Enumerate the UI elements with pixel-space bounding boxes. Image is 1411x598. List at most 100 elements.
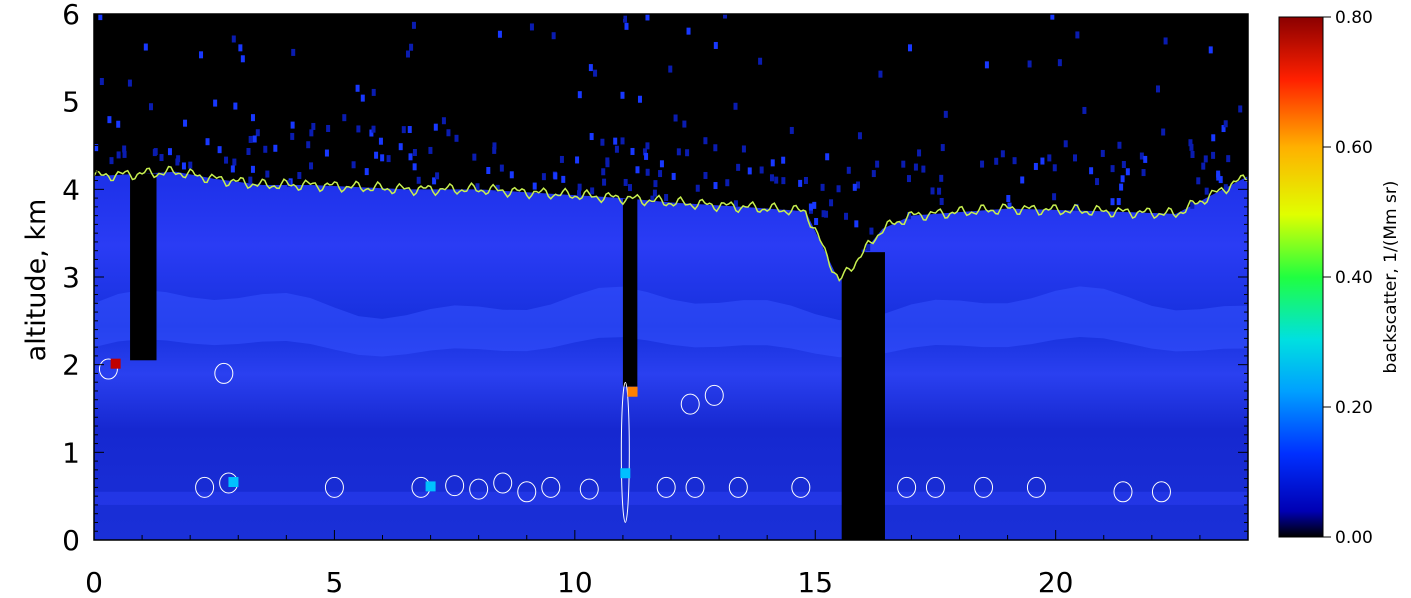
noise-pixel: [984, 61, 989, 69]
colorbar-tick-label: 0.60: [1335, 138, 1373, 158]
noise-pixel: [263, 145, 268, 153]
noise-pixel: [1161, 128, 1166, 136]
noise-pixel: [856, 181, 861, 189]
noise-pixel: [820, 183, 825, 191]
noise-pixel: [1020, 176, 1025, 184]
noise-pixel: [1163, 37, 1168, 45]
noise-pixel: [454, 134, 459, 142]
noise-pixel: [624, 22, 629, 30]
noise-pixel: [1110, 165, 1115, 173]
noise-pixel: [741, 145, 746, 153]
noise-pixel: [668, 65, 673, 73]
noise-pixel: [1139, 152, 1144, 160]
noise-pixel: [770, 159, 775, 167]
colorbar-tick-label: 0.20: [1335, 398, 1373, 418]
noise-pixel: [213, 99, 218, 107]
contour-blob: [728, 476, 748, 498]
noise-pixel: [1052, 164, 1057, 172]
noise-pixel: [673, 114, 678, 122]
noise-pixel: [492, 142, 497, 150]
noise-pixel: [309, 129, 314, 137]
contour-blob: [1113, 481, 1133, 503]
noise-pixel: [98, 14, 103, 21]
contour-blob: [1151, 481, 1171, 503]
noise-pixel: [1190, 150, 1195, 158]
noise-pixel: [553, 172, 558, 180]
noise-pixel: [685, 149, 690, 157]
noise-pixel: [1052, 193, 1057, 201]
noise-pixel: [602, 178, 607, 186]
noise-pixel: [116, 120, 121, 128]
noise-pixel: [441, 117, 446, 125]
y-tick-label: 0: [62, 524, 80, 557]
noise-pixel: [590, 187, 595, 195]
noise-pixel: [577, 91, 582, 99]
noise-pixel: [907, 212, 912, 220]
noise-pixel: [671, 172, 676, 180]
noise-pixel: [1095, 178, 1100, 186]
contour-blob: [517, 481, 537, 503]
noise-pixel: [1190, 201, 1195, 209]
noise-pixel: [273, 144, 278, 152]
noise-pixel: [781, 177, 786, 185]
noise-pixel: [812, 201, 817, 209]
noise-pixel: [695, 184, 700, 192]
noise-pixel: [1223, 120, 1228, 128]
surface-band: [94, 491, 1248, 505]
noise-pixel: [589, 133, 594, 141]
noise-pixel: [371, 88, 376, 96]
noise-pixel: [614, 145, 619, 153]
noise-pixel: [326, 124, 331, 132]
noise-pixel: [650, 195, 655, 203]
noise-pixel: [324, 149, 329, 157]
noise-pixel: [652, 189, 657, 197]
noise-pixel: [405, 50, 410, 58]
noise-pixel: [355, 84, 360, 92]
noise-pixel: [486, 166, 491, 174]
noise-pixel: [232, 158, 237, 166]
noise-pixel: [122, 145, 127, 153]
y-axis-title: altitude, km: [21, 199, 52, 362]
noise-pixel: [167, 148, 172, 156]
noise-pixel: [1204, 187, 1209, 195]
noise-pixel: [723, 14, 728, 19]
noise-pixel: [408, 153, 413, 161]
contour-blob: [445, 475, 465, 497]
noise-pixel: [869, 227, 874, 235]
noise-pixel: [605, 157, 610, 165]
noise-pixel: [857, 132, 862, 140]
noise-pixel: [176, 155, 181, 163]
noise-pixel: [152, 149, 157, 157]
noise-pixel: [713, 182, 718, 190]
noise-pixel: [1189, 143, 1194, 151]
noise-pixel: [930, 187, 935, 195]
noise-pixel: [1120, 175, 1125, 183]
noise-pixel: [821, 210, 826, 218]
noise-pixel: [1125, 168, 1130, 176]
colorbar-tick-label: 0.40: [1335, 268, 1373, 288]
noise-pixel: [265, 170, 270, 178]
noise-pixel: [297, 172, 302, 180]
noise-pixel: [829, 199, 834, 207]
noise-pixel: [369, 129, 374, 137]
noise-pixel: [980, 160, 985, 168]
noise-pixel: [1208, 46, 1213, 54]
noise-pixel: [1238, 105, 1243, 113]
noise-pixel: [635, 166, 640, 174]
high-backscatter-spot: [620, 468, 631, 479]
noise-pixel: [808, 203, 813, 211]
y-axis: 0 1 2 3 4 5 6: [62, 0, 1248, 557]
noise-pixel: [1082, 106, 1087, 114]
contour-blob: [656, 476, 676, 498]
noise-pixel: [1141, 169, 1146, 177]
noise-pixel: [1110, 198, 1115, 206]
noise-pixel: [871, 170, 876, 178]
noise-pixel: [364, 168, 369, 176]
noise-pixel: [116, 151, 121, 159]
x-tick-label: 5: [326, 566, 344, 598]
noise-pixel: [620, 137, 625, 145]
high-backscatter-spot: [228, 477, 239, 488]
noise-pixel: [224, 156, 229, 164]
noise-pixel: [1226, 155, 1231, 163]
noise-pixel: [351, 161, 356, 169]
